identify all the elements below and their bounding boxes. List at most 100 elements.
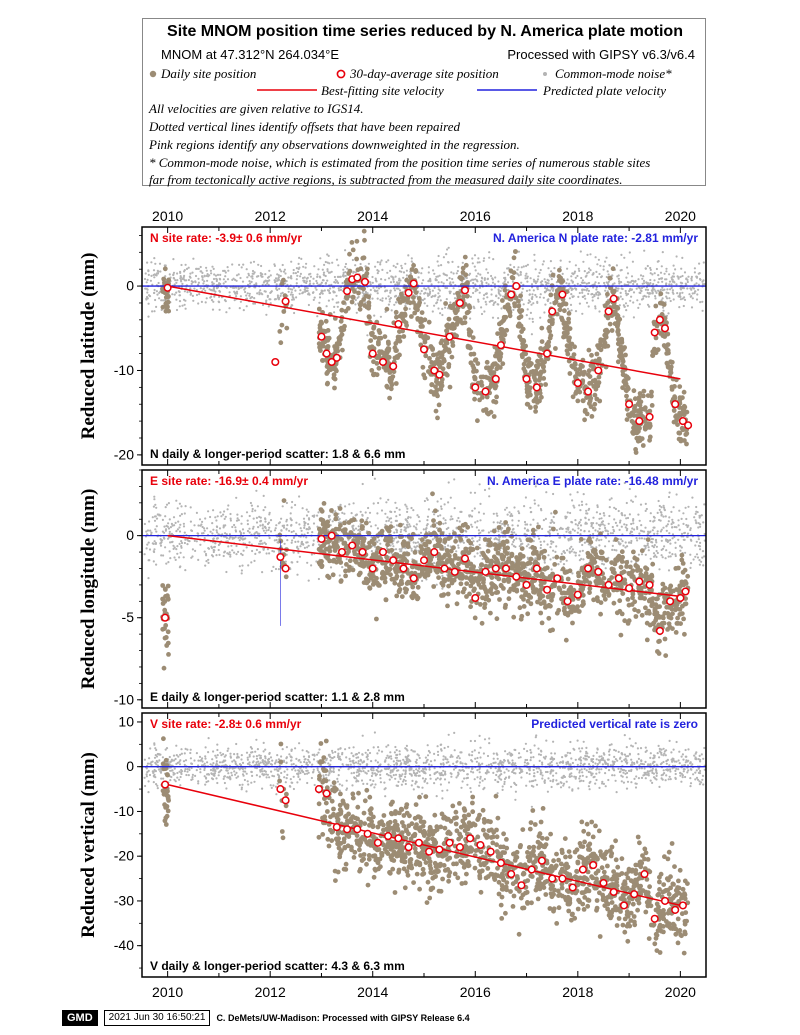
daily-point bbox=[573, 391, 579, 396]
noise-point bbox=[157, 281, 160, 285]
noise-point bbox=[404, 262, 407, 265]
noise-point bbox=[265, 299, 268, 302]
noise-point bbox=[218, 553, 221, 557]
noise-point bbox=[255, 275, 259, 278]
daily-point bbox=[650, 353, 655, 358]
noise-point bbox=[253, 302, 257, 305]
noise-point bbox=[254, 531, 257, 534]
noise-point bbox=[598, 292, 601, 295]
noise-point bbox=[182, 556, 185, 559]
noise-point bbox=[535, 529, 538, 532]
noise-point bbox=[215, 287, 219, 290]
noise-point bbox=[677, 524, 680, 527]
daily-point bbox=[580, 364, 585, 369]
daily-point bbox=[572, 362, 578, 367]
noise-point bbox=[599, 523, 603, 526]
noise-point bbox=[394, 275, 397, 278]
noise-point bbox=[212, 288, 215, 291]
noise-point bbox=[594, 529, 597, 532]
daily-point bbox=[525, 357, 531, 362]
noise-point bbox=[215, 525, 218, 528]
noise-point bbox=[280, 517, 283, 520]
noise-point bbox=[594, 305, 597, 308]
noise-point bbox=[437, 264, 440, 267]
noise-point bbox=[438, 295, 441, 298]
noise-point bbox=[698, 563, 702, 566]
noise-point bbox=[598, 539, 601, 542]
noise-point bbox=[259, 519, 262, 522]
noise-point bbox=[672, 264, 675, 267]
noise-point bbox=[231, 263, 234, 266]
noise-point bbox=[581, 288, 584, 291]
noise-point bbox=[428, 292, 431, 295]
noise-point bbox=[307, 303, 310, 307]
noise-point bbox=[434, 279, 437, 282]
noise-point bbox=[344, 505, 347, 508]
noise-point bbox=[333, 305, 336, 308]
daily-point bbox=[588, 404, 594, 410]
noise-point bbox=[220, 515, 223, 518]
noise-point bbox=[234, 536, 237, 539]
daily-point bbox=[413, 290, 419, 295]
noise-point bbox=[536, 288, 539, 291]
noise-point bbox=[391, 542, 394, 545]
noise-point bbox=[541, 280, 544, 283]
noise-point bbox=[278, 268, 282, 271]
noise-point bbox=[629, 299, 632, 302]
noise-point bbox=[227, 545, 230, 548]
noise-point bbox=[607, 540, 611, 543]
daily-point bbox=[557, 267, 562, 273]
noise-point bbox=[491, 278, 494, 281]
noise-point bbox=[318, 301, 321, 304]
daily-point bbox=[365, 266, 370, 272]
noise-point bbox=[623, 256, 626, 259]
noise-point bbox=[602, 511, 605, 515]
noise-point bbox=[375, 286, 378, 289]
noise-point bbox=[696, 556, 700, 559]
daily-point bbox=[500, 361, 506, 367]
noise-point bbox=[387, 259, 390, 262]
noise-point bbox=[527, 301, 530, 305]
noise-point bbox=[246, 529, 250, 533]
noise-point bbox=[471, 509, 474, 512]
noise-point bbox=[615, 287, 618, 290]
noise-point bbox=[295, 267, 298, 270]
noise-point bbox=[617, 509, 620, 513]
noise-point bbox=[531, 317, 534, 320]
noise-point bbox=[254, 286, 257, 289]
daily-point bbox=[640, 443, 646, 448]
daily-point bbox=[452, 316, 458, 322]
daily-point bbox=[539, 357, 544, 363]
daily-point bbox=[323, 318, 329, 324]
noise-point bbox=[451, 260, 454, 263]
daily-point bbox=[519, 337, 524, 343]
daily-point bbox=[539, 325, 545, 331]
noise-point bbox=[236, 517, 239, 520]
noise-point bbox=[292, 536, 295, 540]
noise-point bbox=[619, 291, 622, 294]
noise-point bbox=[485, 292, 488, 295]
noise-point bbox=[374, 277, 377, 280]
noise-point bbox=[702, 564, 705, 567]
noise-point bbox=[594, 256, 597, 259]
noise-point bbox=[238, 539, 241, 542]
noise-point bbox=[626, 545, 629, 548]
noise-point bbox=[219, 278, 222, 281]
noise-point bbox=[700, 514, 703, 517]
noise-point bbox=[318, 293, 322, 296]
noise-point bbox=[470, 523, 473, 526]
noise-point bbox=[215, 278, 218, 281]
noise-point bbox=[579, 250, 582, 253]
noise-point bbox=[654, 295, 657, 298]
noise-point bbox=[148, 520, 151, 523]
daily-point bbox=[390, 374, 396, 379]
noise-point bbox=[581, 295, 584, 298]
daily-point bbox=[371, 359, 376, 365]
daily-point bbox=[523, 343, 528, 349]
noise-point bbox=[277, 274, 280, 277]
noise-point bbox=[314, 286, 317, 289]
noise-point bbox=[211, 281, 214, 284]
noise-point bbox=[264, 273, 267, 276]
noise-point bbox=[410, 260, 413, 263]
noise-point bbox=[264, 279, 267, 282]
